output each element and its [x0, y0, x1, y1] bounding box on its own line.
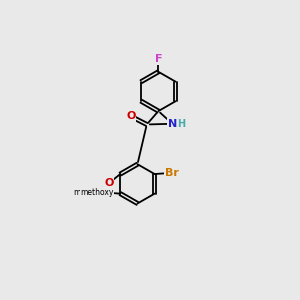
Text: methoxy: methoxy: [80, 188, 114, 197]
Text: F: F: [155, 54, 162, 64]
Text: Br: Br: [165, 168, 179, 178]
Text: O: O: [104, 178, 113, 188]
Text: methoxy: methoxy: [74, 188, 107, 197]
Text: N: N: [168, 119, 177, 129]
Text: H: H: [177, 119, 185, 129]
Text: O: O: [100, 188, 110, 197]
Text: O: O: [126, 111, 136, 122]
